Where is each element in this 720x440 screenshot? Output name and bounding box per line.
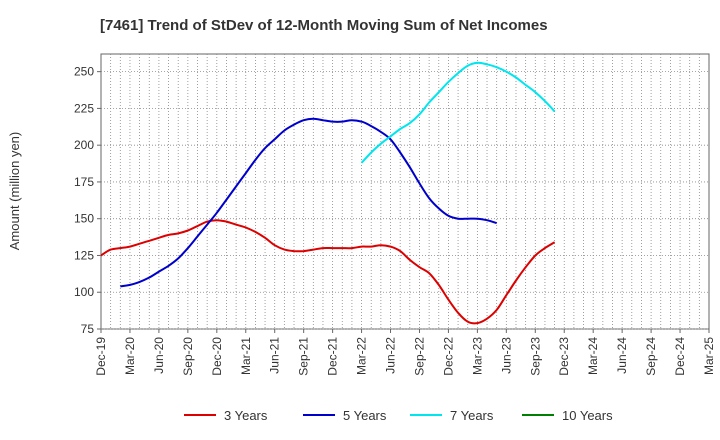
x-tick-label: Mar-24 — [586, 337, 600, 375]
chart-title: [7461] Trend of StDev of 12-Month Moving… — [100, 17, 548, 34]
x-tick-label: Jun-24 — [615, 337, 629, 374]
x-tick-label: Dec-23 — [557, 337, 571, 376]
x-tick-label: Dec-24 — [673, 337, 687, 376]
y-tick-label: 100 — [74, 285, 94, 299]
y-tick-label: 175 — [74, 175, 94, 189]
x-tick-label: Sep-24 — [644, 337, 658, 376]
legend-label: 7 Years — [450, 408, 494, 423]
x-tick-label: Sep-23 — [528, 337, 542, 376]
x-tick-label: Jun-21 — [268, 337, 282, 374]
series-line-3-years — [100, 219, 556, 325]
x-tick-label: Mar-21 — [239, 337, 253, 375]
x-tick-label: Sep-22 — [412, 337, 426, 376]
y-axis: 75 100 125 150 175 200 225 250 — [74, 65, 101, 336]
legend-label: 3 Years — [224, 408, 268, 423]
legend: 3 Years 5 Years 7 Years 10 Years — [184, 408, 613, 423]
x-tick-label: Jun-20 — [152, 337, 166, 374]
x-tick-label: Mar-20 — [123, 337, 137, 375]
legend-label: 5 Years — [343, 408, 387, 423]
x-tick-label: Mar-23 — [470, 337, 484, 375]
legend-label: 10 Years — [562, 408, 613, 423]
x-tick-label: Dec-21 — [326, 337, 340, 376]
x-tick-label: Sep-21 — [297, 337, 311, 376]
x-tick-label: Dec-22 — [441, 337, 455, 376]
x-tick-label: Sep-20 — [181, 337, 195, 376]
x-tick-label: Dec-20 — [210, 337, 224, 376]
series-line-7-years — [360, 61, 556, 164]
x-tick-label: Mar-22 — [355, 337, 369, 375]
grid-lines — [101, 54, 709, 330]
y-tick-label: 75 — [81, 322, 95, 336]
plot-area — [100, 53, 710, 330]
y-tick-label: 200 — [74, 138, 94, 152]
y-tick-label: 250 — [74, 65, 94, 79]
series-layer — [100, 61, 556, 325]
x-tick-label: Jun-22 — [384, 337, 398, 374]
y-axis-label: Amount (million yen) — [7, 132, 22, 251]
series-line-5-years — [120, 117, 498, 288]
y-tick-label: 125 — [74, 248, 94, 262]
x-tick-label: Mar-25 — [702, 337, 716, 375]
y-tick-label: 150 — [74, 212, 94, 226]
x-axis: Dec-19 Mar-20 Jun-20 Sep-20 Dec-20 Mar-21 Jun-… — [94, 329, 716, 376]
y-tick-label: 225 — [74, 101, 94, 115]
x-tick-label: Jun-23 — [499, 337, 513, 374]
x-tick-label: Dec-19 — [94, 337, 108, 376]
